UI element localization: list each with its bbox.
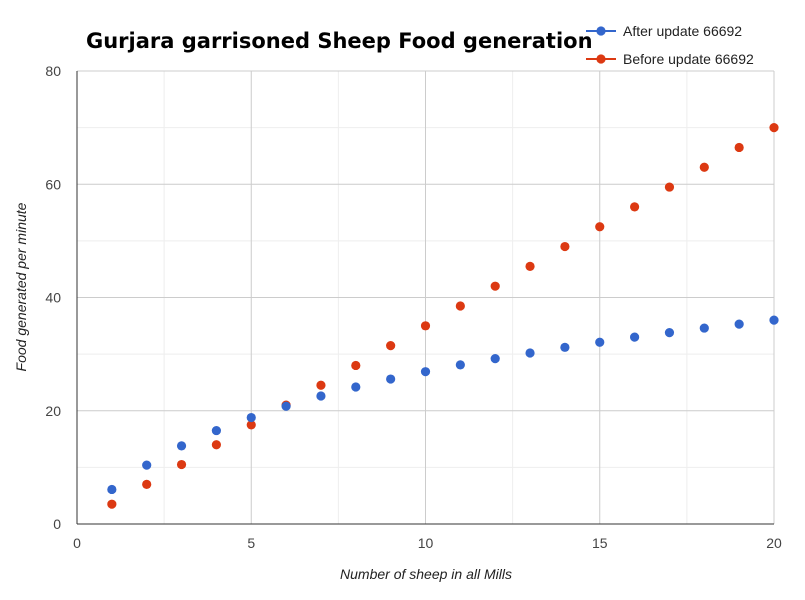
- point-after-update-66692: [699, 323, 709, 333]
- point-after-update-66692: [560, 342, 570, 352]
- x-tick-label: 20: [766, 535, 782, 551]
- point-before-update-66692: [386, 341, 396, 351]
- x-tick-label: 10: [418, 535, 434, 551]
- point-after-update-66692: [525, 348, 535, 358]
- x-tick-label: 0: [73, 535, 81, 551]
- legend: After update 66692 Before update 66692: [586, 23, 754, 67]
- gridlines: [77, 70, 775, 524]
- point-before-update-66692: [490, 281, 500, 291]
- point-after-update-66692: [455, 360, 465, 370]
- y-tick-label: 20: [45, 403, 61, 419]
- point-before-update-66692: [142, 479, 152, 489]
- y-tick-label: 0: [53, 516, 61, 532]
- point-before-update-66692: [525, 261, 535, 271]
- point-after-update-66692: [281, 401, 291, 411]
- point-before-update-66692: [420, 321, 431, 331]
- point-after-update-66692: [595, 337, 605, 347]
- point-after-update-66692: [386, 374, 396, 384]
- point-before-update-66692: [211, 440, 221, 450]
- point-before-update-66692: [560, 241, 570, 252]
- axes: 0 5 10 15 20 0 20 40 60 80: [45, 63, 782, 551]
- point-after-update-66692: [630, 332, 640, 342]
- point-after-update-66692: [176, 441, 187, 451]
- point-before-update-66692: [595, 222, 605, 232]
- legend-label-before-update-66692: Before update 66692: [623, 51, 754, 67]
- point-after-update-66692: [351, 382, 361, 392]
- point-before-update-66692: [455, 301, 465, 311]
- point-before-update-66692: [176, 459, 187, 470]
- chart-title: Gurjara garrisoned Sheep Food generation: [86, 29, 593, 53]
- point-after-update-66692: [490, 354, 500, 364]
- legend-marker-after-update-66692: [596, 26, 606, 36]
- x-axis-title: Number of sheep in all Mills: [340, 566, 512, 582]
- point-after-update-66692: [107, 484, 117, 495]
- point-after-update-66692: [211, 425, 221, 436]
- point-before-update-66692: [107, 499, 117, 509]
- point-before-update-66692: [769, 123, 779, 133]
- legend-label-after-update-66692: After update 66692: [623, 23, 742, 39]
- point-before-update-66692: [630, 202, 640, 212]
- y-tick-label: 60: [45, 176, 61, 192]
- point-after-update-66692: [420, 367, 431, 377]
- point-after-update-66692: [316, 391, 326, 401]
- x-tick-label: 15: [592, 535, 608, 551]
- point-before-update-66692: [664, 182, 675, 192]
- point-before-update-66692: [316, 380, 326, 390]
- point-before-update-66692: [246, 420, 256, 430]
- point-before-update-66692: [734, 142, 744, 153]
- point-after-update-66692: [769, 315, 779, 325]
- point-after-update-66692: [734, 319, 744, 329]
- y-tick-label: 80: [45, 63, 61, 79]
- point-before-update-66692: [351, 360, 361, 371]
- data-points: [107, 123, 779, 509]
- x-tick-label: 5: [247, 535, 255, 551]
- point-after-update-66692: [246, 412, 256, 423]
- y-tick-label: 40: [45, 290, 61, 306]
- point-before-update-66692: [699, 162, 709, 172]
- y-axis-title: Food generated per minute: [13, 202, 29, 371]
- point-after-update-66692: [664, 328, 675, 338]
- legend-marker-before-update-66692: [596, 54, 606, 64]
- point-after-update-66692: [142, 460, 152, 470]
